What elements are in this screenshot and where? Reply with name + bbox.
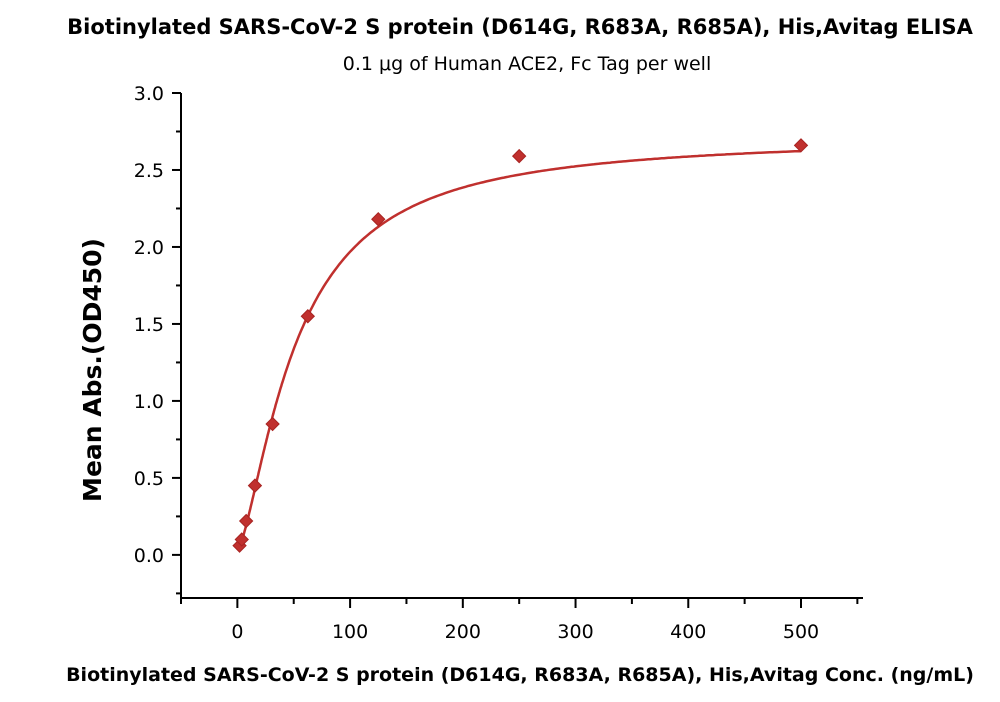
y-tick-label: 1.0 [134, 391, 164, 413]
data-point [371, 212, 386, 227]
data-point [234, 532, 249, 547]
x-tick-label: 400 [670, 621, 706, 643]
data-point [300, 309, 316, 324]
data-point [793, 138, 809, 153]
fit-curve [238, 149, 802, 548]
y-tick-label: 1.5 [134, 314, 164, 336]
x-tick-label: 100 [332, 621, 368, 643]
chart-title: Biotinylated SARS-CoV-2 S protein (D614G… [67, 15, 973, 39]
data-point [511, 148, 527, 164]
chart-subtitle: 0.1 μg of Human ACE2, Fc Tag per well [343, 53, 711, 75]
y-tick-label: 2.5 [134, 160, 164, 182]
x-axis-label: Biotinylated SARS-CoV-2 S protein (D614G… [66, 664, 974, 686]
y-tick-label: 3.0 [134, 83, 164, 105]
x-tick-label: 200 [445, 621, 481, 643]
y-tick-label: 0.0 [134, 545, 164, 567]
data-point [265, 416, 280, 432]
data-point [238, 513, 254, 529]
x-tick-label: 0 [231, 621, 243, 643]
y-axis-label: Mean Abs.(OD450) [78, 238, 107, 502]
x-tick-label: 300 [557, 621, 593, 643]
data-point [247, 478, 263, 493]
y-tick-label: 0.5 [134, 468, 164, 490]
x-tick-label: 500 [783, 621, 819, 643]
y-tick-label: 2.0 [134, 237, 164, 259]
